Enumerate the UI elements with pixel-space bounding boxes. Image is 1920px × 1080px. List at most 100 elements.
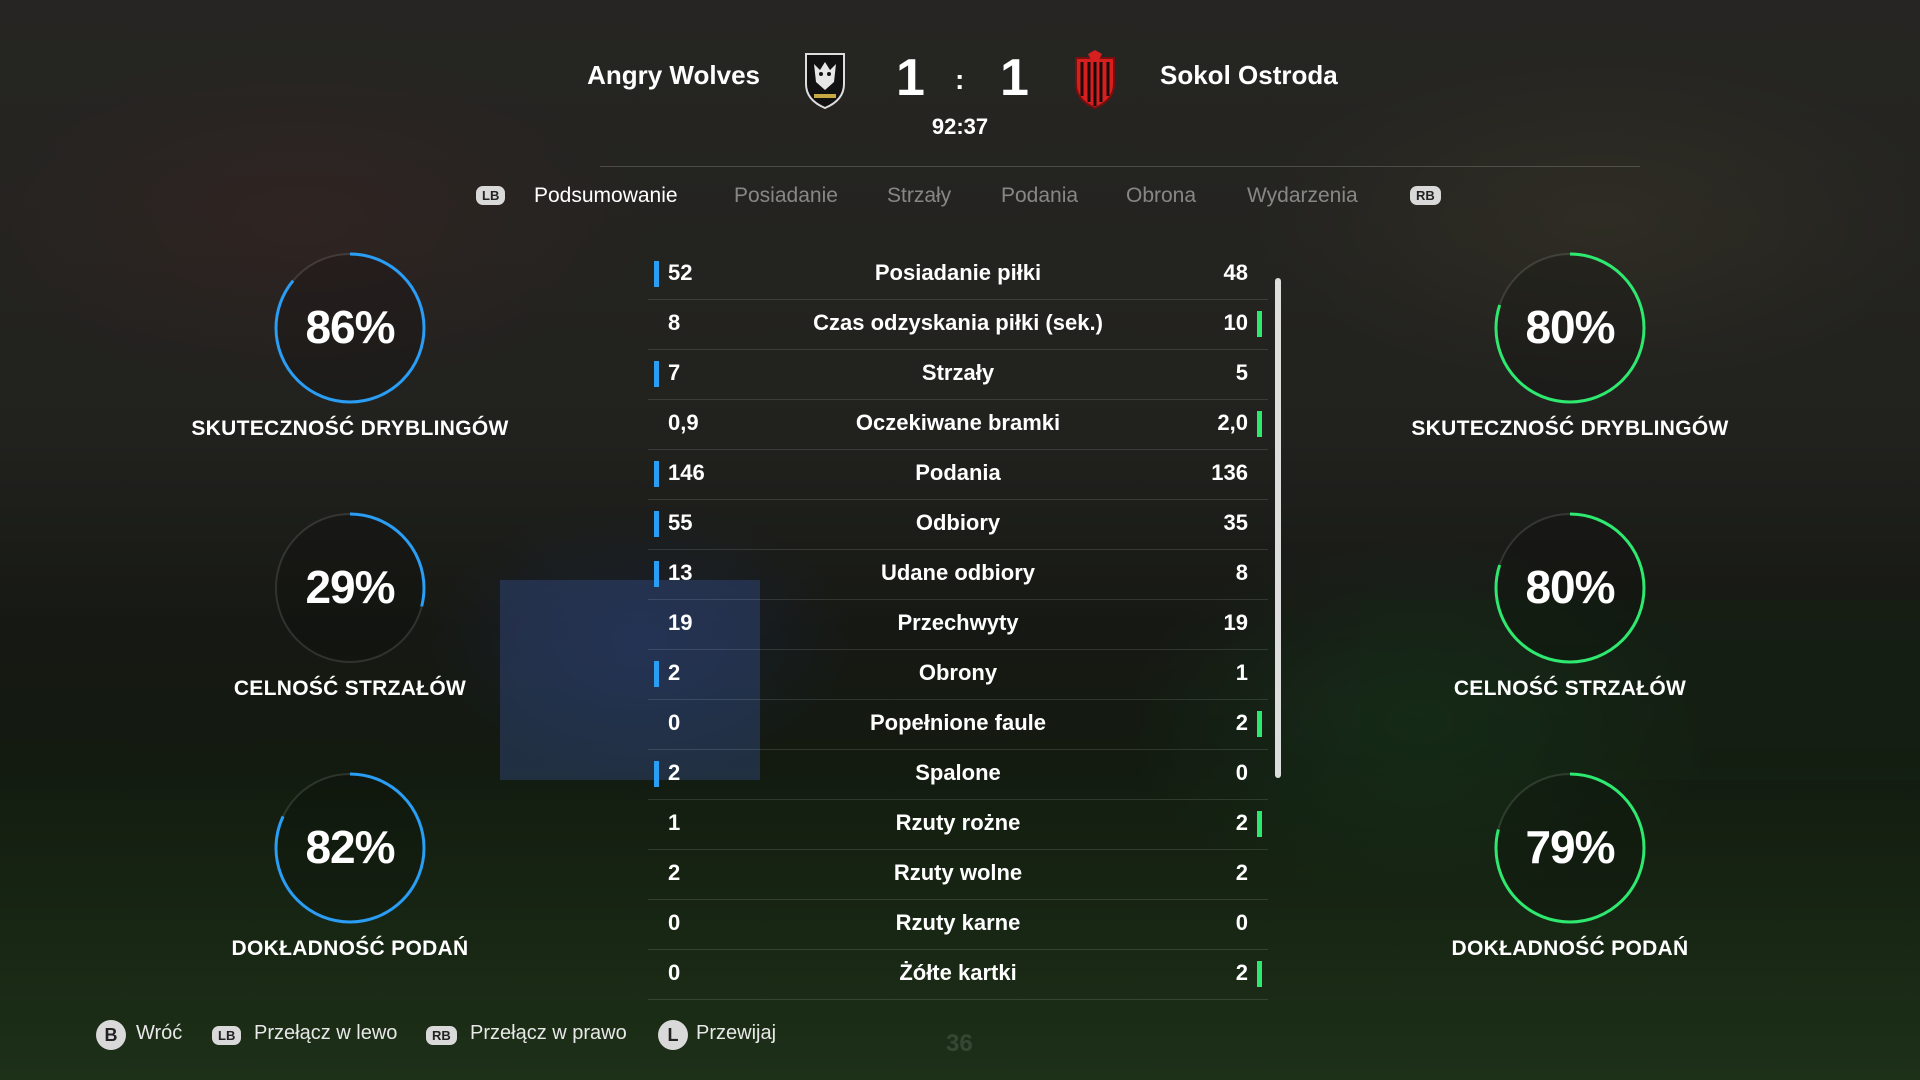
ring-label: DOKŁADNOŚĆ PODAŃ <box>231 937 469 960</box>
home-lead-marker <box>654 561 659 587</box>
tab-podsumowanie[interactable]: Podsumowanie <box>534 184 678 207</box>
stat-name: Żółte kartki <box>899 960 1017 985</box>
away-stat-value: 8 <box>1235 560 1248 585</box>
stat-name: Czas odzyskania piłki (sek.) <box>813 310 1103 335</box>
ring-arc <box>1494 772 1646 924</box>
home-pass-accuracy-ring: 82% <box>270 768 430 928</box>
rb-button-icon[interactable]: RB <box>1410 186 1441 205</box>
away-stat-value: 10 <box>1223 310 1248 335</box>
home-stat-value: 1 <box>668 810 681 835</box>
home-stat-value: 7 <box>668 360 681 385</box>
ring-value: 29% <box>305 561 395 613</box>
rb-button-icon[interactable]: RB <box>426 1026 457 1045</box>
home-dribble-ring: 86% <box>270 248 430 408</box>
home-shot-accuracy-ring: 29% <box>270 508 430 668</box>
away-score: 1 <box>1000 49 1029 107</box>
stat-name: Odbiory <box>915 510 1001 535</box>
away-lead-marker <box>1257 961 1262 987</box>
away-lead-marker <box>1257 811 1262 837</box>
stat-row: 2 Rzuty wolne 2 <box>648 850 1268 900</box>
switch-left-label[interactable]: Przełącz w lewo <box>254 1022 398 1044</box>
home-stat-value: 8 <box>668 310 681 335</box>
home-stat-value: 52 <box>668 260 693 285</box>
scroll-label[interactable]: Przewijaj <box>696 1022 777 1044</box>
away-stat-value: 0 <box>1235 910 1248 935</box>
stat-name: Strzały <box>921 360 995 385</box>
background-pitch <box>0 760 1920 1080</box>
back-label[interactable]: Wróć <box>136 1022 183 1044</box>
tab-bar: LB Podsumowanie Posiadanie Strzały Podan… <box>0 184 1920 224</box>
away-stat-value: 2 <box>1235 710 1248 735</box>
stat-name: Oczekiwane bramki <box>855 410 1061 435</box>
home-stat-value: 2 <box>668 660 681 685</box>
ring-label: SKUTECZNOŚĆ DRYBLINGÓW <box>1411 417 1729 440</box>
home-lead-marker <box>654 511 659 537</box>
ring-arc <box>274 512 426 664</box>
away-lead-marker <box>1257 311 1262 337</box>
home-stat-value: 2 <box>668 860 681 885</box>
stats-table: 52 Posiadanie piłki 48 8 Czas odzyskania pił… <box>648 250 1268 1000</box>
away-stat-value: 5 <box>1235 360 1248 385</box>
home-team-name: Angry Wolves <box>587 60 760 90</box>
ring-arc <box>1494 512 1646 664</box>
ring-progress <box>1494 512 1646 664</box>
background-number: 36 <box>946 1030 973 1057</box>
ring-arc <box>274 772 426 924</box>
away-shot-accuracy-ring: 80% <box>1490 508 1650 668</box>
switch-right-label[interactable]: Przełącz w prawo <box>470 1022 627 1044</box>
scoreboard: Angry Wolves 1 : 1 Sokol Ostroda 92:37 <box>0 40 1920 167</box>
stat-row: 1 Rzuty rożne 2 <box>648 800 1268 850</box>
wolf-crest-icon <box>800 50 850 110</box>
ring-progress <box>1494 772 1646 924</box>
away-dribble-ring: 80% <box>1490 248 1650 408</box>
away-stat-value: 136 <box>1211 460 1248 485</box>
stat-name: Posiadanie piłki <box>874 260 1042 285</box>
stat-row: 52 Posiadanie piłki 48 <box>648 250 1268 300</box>
home-stat-value: 2 <box>668 760 681 785</box>
stat-row: 7 Strzały 5 <box>648 350 1268 400</box>
home-stat-value: 19 <box>668 610 693 635</box>
lb-button-icon[interactable]: LB <box>476 186 506 205</box>
tab-obrona[interactable]: Obrona <box>1126 184 1197 207</box>
tab-strzaly[interactable]: Strzały <box>887 184 952 207</box>
stat-row: 2 Spalone 0 <box>648 750 1268 800</box>
ring-value: 86% <box>305 301 395 353</box>
match-clock: 92:37 <box>931 114 989 139</box>
stat-name: Rzuty wolne <box>893 860 1023 885</box>
tab-wydarzenia[interactable]: Wydarzenia <box>1247 184 1358 207</box>
ring-label: CELNOŚĆ STRZAŁÓW <box>233 677 467 700</box>
footer-controls: B Wróć LB Przełącz w lewo RB Przełącz w … <box>96 1020 896 1060</box>
ring-value: 82% <box>305 821 395 873</box>
stats-scrollbar[interactable] <box>1275 278 1281 778</box>
tab-podania[interactable]: Podania <box>1001 184 1079 207</box>
stat-name: Rzuty karne <box>895 910 1021 935</box>
away-stat-value: 19 <box>1223 610 1248 635</box>
ring-label: DOKŁADNOŚĆ PODAŃ <box>1451 937 1689 960</box>
ring-progress <box>274 512 426 664</box>
away-lead-marker <box>1257 711 1262 737</box>
falcon-crest-icon <box>1070 50 1120 110</box>
away-lead-marker <box>1257 411 1262 437</box>
lb-button-icon[interactable]: LB <box>212 1026 242 1045</box>
stat-row: 0,9 Oczekiwane bramki 2,0 <box>648 400 1268 450</box>
ring-value: 80% <box>1525 561 1615 613</box>
background-board <box>1360 600 1920 780</box>
home-stat-value: 146 <box>668 460 705 485</box>
home-lead-marker <box>654 361 659 387</box>
ring-progress <box>274 772 426 924</box>
header-divider <box>600 166 1640 167</box>
home-stat-value: 0,9 <box>668 410 699 435</box>
home-stat-value: 13 <box>668 560 693 585</box>
away-stat-value: 0 <box>1235 760 1248 785</box>
stat-row: 0 Popełnione faule 2 <box>648 700 1268 750</box>
b-button-icon[interactable]: B <box>96 1020 126 1050</box>
home-lead-marker <box>654 261 659 287</box>
tab-posiadanie[interactable]: Posiadanie <box>734 184 838 207</box>
left-stick-icon[interactable]: L <box>658 1020 688 1050</box>
home-lead-marker <box>654 761 659 787</box>
home-lead-marker <box>654 461 659 487</box>
stat-name: Podania <box>915 460 1001 485</box>
ring-arc <box>1494 252 1646 404</box>
home-lead-marker <box>654 661 659 687</box>
away-stat-value: 35 <box>1223 510 1248 535</box>
